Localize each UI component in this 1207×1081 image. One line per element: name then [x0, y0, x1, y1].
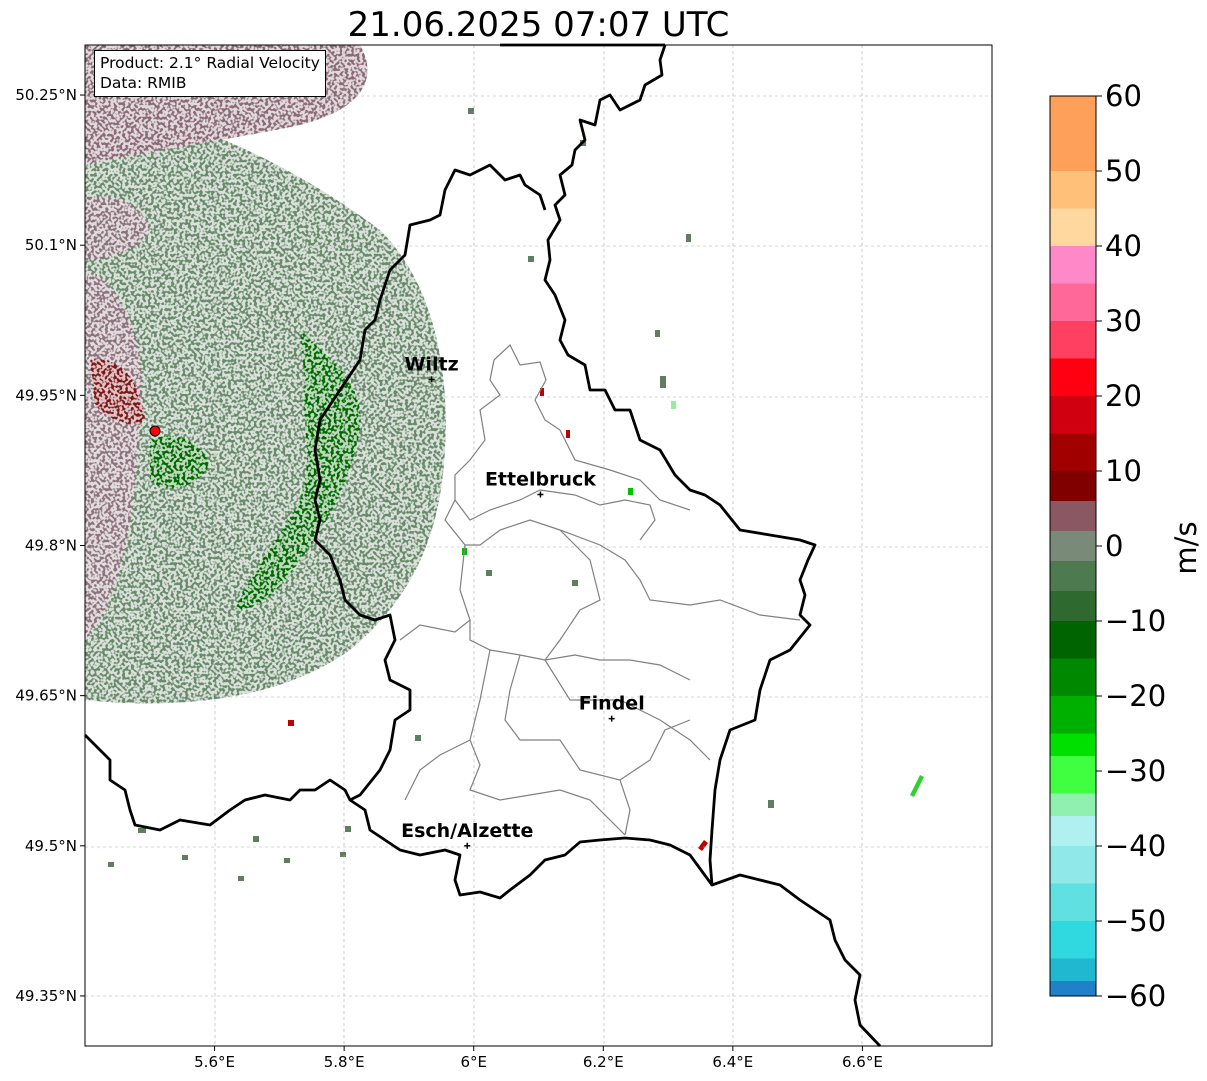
colorbar-segment	[1050, 846, 1096, 884]
x-tick-label: 6°E	[460, 1053, 487, 1071]
colorbar-tick-label: −10	[1105, 604, 1166, 638]
y-tick-label: 49.35°N	[15, 987, 77, 1005]
scattered-outbound	[288, 388, 708, 851]
y-tick-label: 49.65°N	[15, 687, 77, 705]
colorbar-segment	[1050, 658, 1096, 696]
colorbar: 60 50 40 30 20 10 0 −10 −20 −30 −40 −50 −60 m/s	[1049, 79, 1203, 1013]
colorbar-tick-label: 0	[1105, 529, 1123, 563]
colorbar-segment	[1050, 981, 1096, 996]
data-source-label: Data: RMIB	[100, 74, 187, 92]
x-tick-label: 6.6°E	[842, 1053, 883, 1071]
y-tick-label: 50.25°N	[15, 86, 77, 104]
x-tick-label: 6.4°E	[712, 1053, 753, 1071]
map-title: 21.06.2025 07:07 UTC	[347, 5, 730, 45]
y-tick-label: 50.1°N	[25, 236, 77, 254]
colorbar-label: m/s	[1169, 521, 1203, 574]
colorbar-segment	[1050, 501, 1096, 531]
city-marker-icon	[464, 842, 471, 849]
y-tick-label: 49.5°N	[25, 837, 77, 855]
colorbar-tick-label: 50	[1105, 154, 1142, 188]
colorbar-segment	[1050, 756, 1096, 794]
colorbar-segment	[1050, 561, 1096, 591]
colorbar-segment	[1050, 816, 1096, 846]
colorbar-tick-label: 60	[1105, 79, 1142, 113]
colorbar-segment	[1050, 96, 1096, 171]
colorbar-tick-label: 10	[1105, 454, 1142, 488]
colorbar-segment	[1050, 793, 1096, 816]
colorbar-segment	[1050, 283, 1096, 321]
canton-borders	[399, 344, 801, 836]
colorbar-tick-label: −50	[1105, 904, 1166, 938]
y-tick-label: 49.95°N	[15, 386, 77, 404]
colorbar-segment	[1050, 958, 1096, 981]
city-label: Findel	[579, 693, 645, 715]
city-findel: Findel	[579, 693, 645, 722]
x-tick-label: 6.2°E	[583, 1053, 624, 1071]
colorbar-segment	[1050, 621, 1096, 659]
echo-speckle	[85, 45, 505, 745]
colorbar-tick-label: 20	[1105, 379, 1142, 413]
colorbar-tick-label: 30	[1105, 304, 1142, 338]
colorbar-segment	[1050, 358, 1096, 396]
y-tick-label: 49.8°N	[25, 537, 77, 555]
colorbar-segment	[1050, 208, 1096, 246]
scattered-returns	[108, 108, 774, 881]
city-esch-alzette: Esch/Alzette	[401, 820, 533, 849]
colorbar-segment	[1050, 246, 1096, 284]
city-label: Esch/Alzette	[401, 820, 533, 842]
colorbar-segment	[1050, 696, 1096, 734]
colorbar-tick-label: −60	[1105, 979, 1166, 1013]
x-tick-label: 5.8°E	[324, 1053, 365, 1071]
colorbar-segment	[1050, 531, 1096, 561]
x-tick-label: 5.6°E	[194, 1053, 235, 1071]
radar-site-marker	[149, 425, 161, 437]
colorbar-tick-label: −30	[1105, 754, 1166, 788]
colorbar-segment	[1050, 883, 1096, 921]
city-marker-icon	[428, 376, 435, 383]
colorbar-segment	[1050, 591, 1096, 621]
colorbar-tick-label: −20	[1105, 679, 1166, 713]
product-info-box: Product: 2.1° Radial Velocity Data: RMIB	[94, 50, 326, 97]
city-marker-icon	[537, 491, 544, 498]
colorbar-tick-label: 40	[1105, 229, 1142, 263]
product-label: Product: 2.1° Radial Velocity	[100, 54, 320, 72]
colorbar-segment	[1050, 396, 1096, 434]
city-ettelbruck: Ettelbruck	[485, 468, 596, 498]
colorbar-segment	[1050, 171, 1096, 209]
x-axis: 5.6°E 5.8°E 6°E 6.2°E 6.4°E 6.6°E	[194, 1046, 883, 1071]
colorbar-segment	[1050, 321, 1096, 359]
city-label: Wiltz	[405, 353, 459, 375]
city-marker-icon	[608, 715, 615, 722]
city-layer: Wiltz Ettelbruck Findel Esch/Alzette	[401, 353, 645, 849]
colorbar-segment	[1050, 733, 1096, 756]
colorbar-segment	[1050, 471, 1096, 501]
y-axis: 49.35°N 49.5°N 49.65°N 49.8°N 49.95°N 50.1°N 5…	[15, 86, 85, 1005]
colorbar-tick-label: −40	[1105, 829, 1166, 863]
city-wiltz: Wiltz	[405, 353, 459, 383]
city-label: Ettelbruck	[485, 468, 596, 490]
colorbar-segment	[1050, 433, 1096, 471]
colorbar-segment	[1050, 921, 1096, 959]
